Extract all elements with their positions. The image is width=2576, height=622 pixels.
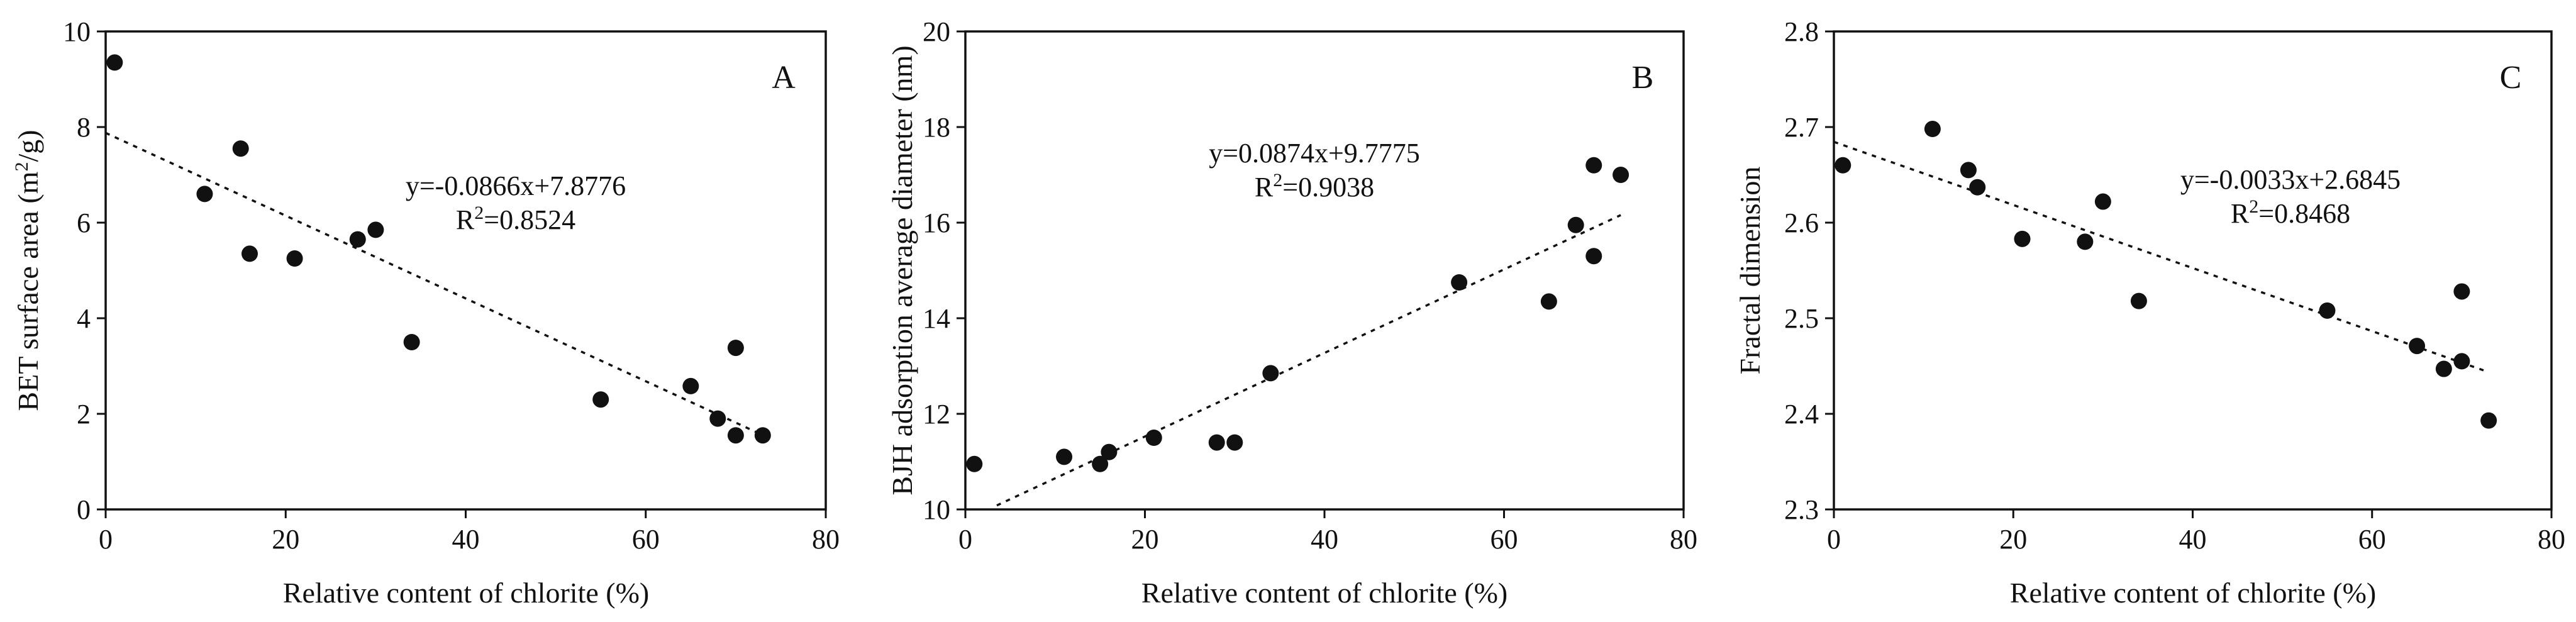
data-point	[1924, 121, 1941, 138]
data-point	[1969, 179, 1986, 196]
data-point	[2014, 230, 2031, 247]
y-axis-title: BJH adsorption average diameter (nm)	[886, 45, 918, 495]
data-point	[1567, 216, 1584, 233]
x-tick-label: 80	[812, 524, 840, 555]
data-point	[727, 340, 744, 357]
x-tick-label: 40	[452, 524, 480, 555]
data-point	[2094, 193, 2111, 210]
data-point	[754, 427, 771, 444]
x-axis-title: Relative content of chlorite (%)	[2010, 577, 2376, 609]
data-point	[2077, 233, 2094, 250]
y-tick-label: 2.8	[1784, 16, 1819, 47]
x-tick-label: 80	[1670, 524, 1697, 555]
data-point	[1585, 157, 1602, 174]
y-tick-label: 0	[77, 494, 91, 525]
data-point	[403, 334, 420, 350]
chart-panel-a: 0 20 40 60 80 0 2 4 6 8 10 A y=-0.0866x+7.8776 R2=…	[11, 16, 840, 609]
data-point	[2130, 292, 2147, 309]
panel-label: C	[2500, 60, 2522, 96]
x-tick-label: 20	[1999, 524, 2027, 555]
regression-line	[996, 214, 1621, 507]
data-point	[367, 221, 384, 238]
plot-frame	[964, 30, 1685, 511]
data-point	[966, 455, 983, 472]
data-point	[349, 231, 366, 248]
data-point	[1835, 157, 1852, 174]
y-tick-label: 8	[77, 112, 91, 143]
data-point	[286, 250, 303, 267]
data-point	[242, 245, 258, 262]
panel-label: B	[1632, 60, 1654, 96]
data-point	[1960, 162, 1977, 179]
x-tick-label: 60	[1491, 524, 1518, 555]
data-point	[1540, 293, 1557, 310]
data-point	[2480, 412, 2497, 429]
x-axis-title: Relative content of chlorite (%)	[1141, 577, 1507, 609]
data-point	[682, 377, 699, 394]
data-point	[232, 140, 249, 157]
data-point	[592, 391, 609, 408]
chart-panel-b: 0 20 40 60 80 10 12 14 16 18 20 B y=0.0874x+9.7775…	[886, 16, 1697, 609]
x-tick-label: 0	[1827, 524, 1841, 555]
data-point	[1101, 443, 1118, 460]
data-point	[106, 54, 123, 71]
data-point	[1262, 365, 1279, 382]
data-point	[1585, 248, 1602, 265]
plot-frame	[104, 30, 827, 511]
x-tick-label: 80	[2538, 524, 2565, 555]
regression-equation: y=-0.0033x+2.6845	[2180, 164, 2401, 195]
y-axis-title: Fractal dimension	[1734, 167, 1766, 375]
y-axis-title: BET surface area (m2/g)	[11, 130, 44, 411]
y-tick-label: 2	[77, 399, 91, 430]
x-tick-label: 0	[958, 524, 972, 555]
data-point	[1451, 274, 1468, 291]
data-point	[2319, 302, 2336, 319]
x-tick-label: 60	[632, 524, 660, 555]
x-tick-label: 20	[1131, 524, 1159, 555]
regression-equation: y=0.0874x+9.7775	[1209, 138, 1420, 169]
data-point	[2453, 283, 2470, 300]
y-tick-label: 10	[923, 494, 950, 525]
y-tick-label: 10	[63, 16, 91, 47]
data-point	[1092, 455, 1109, 472]
r-squared-label: R2=0.8468	[2231, 196, 2350, 229]
y-tick-label: 2.4	[1784, 399, 1819, 430]
panel-label: A	[772, 60, 796, 96]
data-point	[1226, 434, 1243, 451]
y-tick-label: 16	[923, 208, 950, 238]
data-point	[709, 410, 726, 427]
y-tick-label: 12	[923, 399, 950, 430]
y-tick-label: 2.7	[1784, 112, 1819, 143]
y-tick-label: 6	[77, 208, 91, 238]
data-point	[1056, 448, 1073, 465]
y-tick-label: 2.5	[1784, 303, 1819, 334]
y-tick-label: 20	[923, 16, 950, 47]
y-tick-label: 4	[77, 303, 91, 334]
x-tick-label: 40	[2179, 524, 2207, 555]
x-tick-label: 40	[1311, 524, 1338, 555]
data-point	[1613, 167, 1629, 183]
y-tick-label: 2.6	[1784, 208, 1819, 238]
data-point	[727, 427, 744, 444]
data-point	[1145, 430, 1162, 446]
x-tick-label: 0	[99, 524, 113, 555]
regression-equation: y=-0.0866x+7.8776	[406, 170, 626, 201]
plot-frame	[1833, 30, 2553, 511]
x-axis-title: Relative content of chlorite (%)	[283, 577, 649, 609]
x-tick-label: 60	[2358, 524, 2386, 555]
y-tick-label: 14	[923, 303, 950, 334]
r-squared-label: R2=0.9038	[1255, 170, 1374, 203]
x-tick-label: 20	[272, 524, 299, 555]
y-tick-label: 18	[923, 112, 950, 143]
y-tick-label: 2.3	[1784, 494, 1819, 525]
chart-panel-c: 0 20 40 60 80 2.3 2.4 2.5 2.6 2.7 2.8 C y=-0.0033x…	[1734, 16, 2565, 609]
data-point	[1208, 434, 1225, 451]
data-point	[2435, 360, 2452, 377]
r-squared-label: R2=0.8524	[456, 203, 575, 235]
data-point	[2409, 338, 2426, 355]
data-point	[196, 186, 213, 203]
data-point	[2453, 353, 2470, 370]
